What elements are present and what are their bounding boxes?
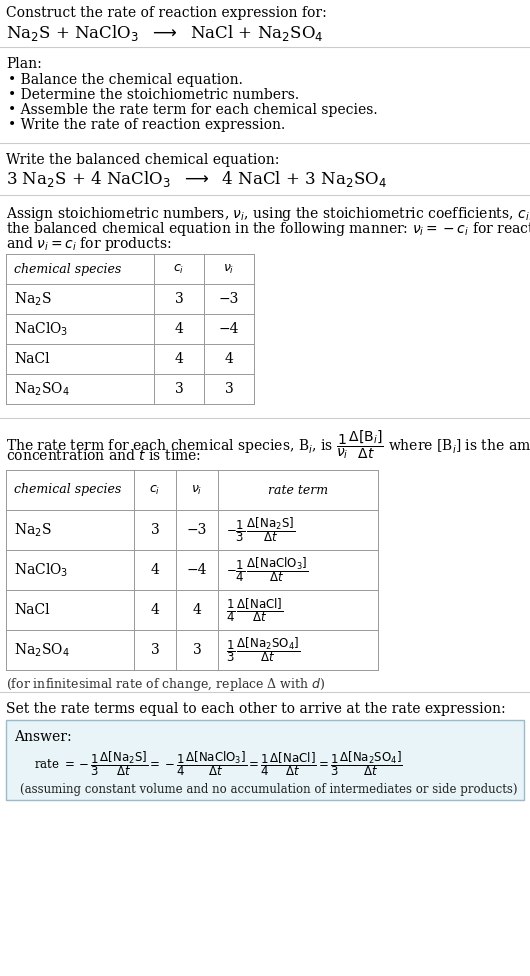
Text: • Assemble the rate term for each chemical species.: • Assemble the rate term for each chemic… [8, 103, 377, 117]
Text: the balanced chemical equation in the following manner: $\nu_i = -c_i$ for react: the balanced chemical equation in the fo… [6, 220, 530, 238]
Text: 4: 4 [174, 352, 183, 366]
Text: chemical species: chemical species [14, 483, 121, 497]
Text: chemical species: chemical species [14, 263, 121, 275]
Text: Na$_2$SO$_4$: Na$_2$SO$_4$ [14, 641, 70, 659]
Text: $-\dfrac{1}{4}\,\dfrac{\Delta[\mathrm{NaClO_3}]}{\Delta t}$: $-\dfrac{1}{4}\,\dfrac{\Delta[\mathrm{Na… [226, 555, 308, 585]
Text: 4: 4 [151, 563, 160, 577]
Text: (for infinitesimal rate of change, replace Δ with $d$): (for infinitesimal rate of change, repla… [6, 676, 325, 693]
Text: Assign stoichiometric numbers, $\nu_i$, using the stoichiometric coefficients, $: Assign stoichiometric numbers, $\nu_i$, … [6, 205, 530, 223]
Text: 4: 4 [192, 603, 201, 617]
Text: NaCl: NaCl [14, 603, 50, 617]
Text: NaClO$_3$: NaClO$_3$ [14, 320, 68, 338]
Text: Na$_2$S: Na$_2$S [14, 290, 51, 307]
Text: (assuming constant volume and no accumulation of intermediates or side products): (assuming constant volume and no accumul… [20, 784, 517, 796]
Text: 3 Na$_2$S + 4 NaClO$_3$  $\longrightarrow$  4 NaCl + 3 Na$_2$SO$_4$: 3 Na$_2$S + 4 NaClO$_3$ $\longrightarrow… [6, 169, 387, 189]
Text: 3: 3 [151, 643, 160, 657]
Text: $c_i$: $c_i$ [149, 483, 161, 497]
Text: $\nu_i$: $\nu_i$ [191, 483, 202, 497]
Text: Plan:: Plan: [6, 57, 42, 71]
Text: NaClO$_3$: NaClO$_3$ [14, 561, 68, 579]
Text: −3: −3 [219, 292, 239, 306]
Text: $-\dfrac{1}{3}\,\dfrac{\Delta[\mathrm{Na_2S}]}{\Delta t}$: $-\dfrac{1}{3}\,\dfrac{\Delta[\mathrm{Na… [226, 515, 295, 545]
Text: rate $= -\dfrac{1}{3}\dfrac{\Delta[\mathrm{Na_2S}]}{\Delta t} = -\dfrac{1}{4}\df: rate $= -\dfrac{1}{3}\dfrac{\Delta[\math… [34, 750, 403, 779]
Text: −4: −4 [219, 322, 239, 336]
Text: 3: 3 [151, 523, 160, 537]
Text: Answer:: Answer: [14, 730, 72, 744]
Text: 3: 3 [174, 382, 183, 396]
Text: and $\nu_i = c_i$ for products:: and $\nu_i = c_i$ for products: [6, 235, 171, 253]
Text: Construct the rate of reaction expression for:: Construct the rate of reaction expressio… [6, 6, 327, 20]
Text: 4: 4 [174, 322, 183, 336]
Text: The rate term for each chemical species, B$_i$, is $\dfrac{1}{\nu_i}\dfrac{\Delt: The rate term for each chemical species,… [6, 428, 530, 461]
Text: 3: 3 [225, 382, 233, 396]
Text: $\dfrac{1}{4}\,\dfrac{\Delta[\mathrm{NaCl}]}{\Delta t}$: $\dfrac{1}{4}\,\dfrac{\Delta[\mathrm{NaC… [226, 596, 284, 624]
Text: 4: 4 [225, 352, 233, 366]
Text: Set the rate terms equal to each other to arrive at the rate expression:: Set the rate terms equal to each other t… [6, 702, 506, 716]
Text: concentration and $t$ is time:: concentration and $t$ is time: [6, 448, 201, 463]
Text: rate term: rate term [268, 483, 328, 497]
Text: • Write the rate of reaction expression.: • Write the rate of reaction expression. [8, 118, 285, 132]
FancyBboxPatch shape [6, 720, 524, 800]
Text: $c_i$: $c_i$ [173, 263, 184, 275]
Text: • Determine the stoichiometric numbers.: • Determine the stoichiometric numbers. [8, 88, 299, 102]
Text: Na$_2$S: Na$_2$S [14, 521, 51, 539]
Text: Na$_2$SO$_4$: Na$_2$SO$_4$ [14, 381, 70, 397]
Text: 3: 3 [192, 643, 201, 657]
Text: NaCl: NaCl [14, 352, 50, 366]
Text: • Balance the chemical equation.: • Balance the chemical equation. [8, 73, 243, 87]
Text: 3: 3 [174, 292, 183, 306]
Text: 4: 4 [151, 603, 160, 617]
Text: Write the balanced chemical equation:: Write the balanced chemical equation: [6, 153, 279, 167]
Text: $\dfrac{1}{3}\,\dfrac{\Delta[\mathrm{Na_2SO_4}]}{\Delta t}$: $\dfrac{1}{3}\,\dfrac{\Delta[\mathrm{Na_… [226, 635, 300, 665]
Text: Na$_2$S + NaClO$_3$  $\longrightarrow$  NaCl + Na$_2$SO$_4$: Na$_2$S + NaClO$_3$ $\longrightarrow$ Na… [6, 23, 323, 43]
Text: −4: −4 [187, 563, 207, 577]
Text: −3: −3 [187, 523, 207, 537]
Text: $\nu_i$: $\nu_i$ [223, 263, 235, 275]
